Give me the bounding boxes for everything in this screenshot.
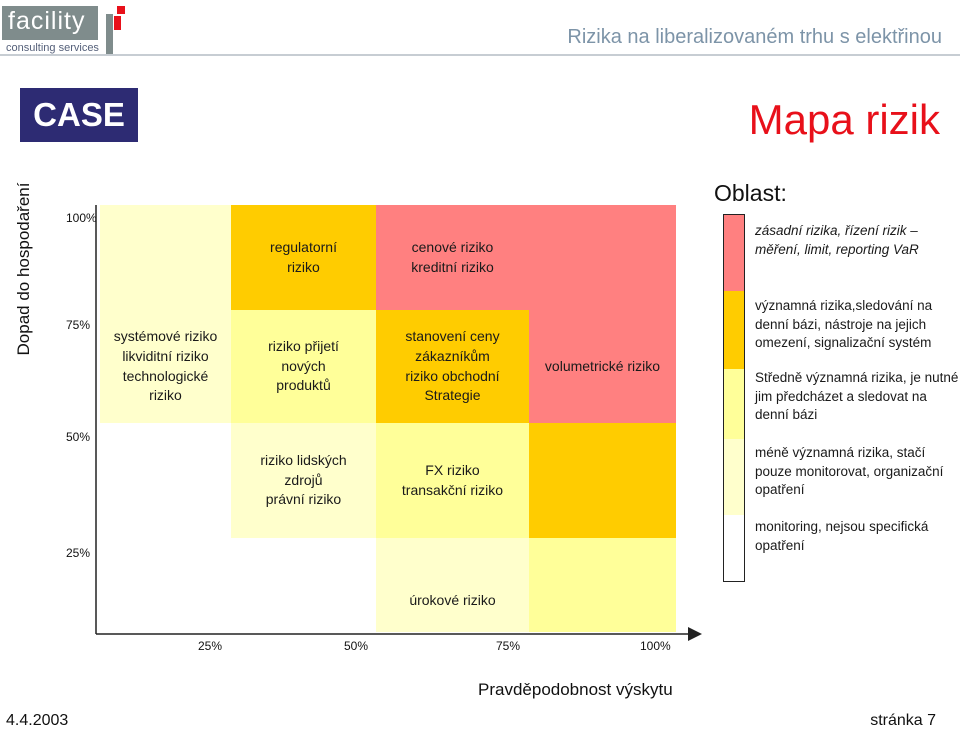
y-tick-75: 75%: [66, 318, 91, 332]
document-title: Rizika na liberalizovaném trhu s elektři…: [567, 26, 942, 48]
logo-box: [2, 6, 98, 40]
footer-page-number: stránka 7: [870, 712, 936, 729]
cell-interest-text: úrokové riziko: [409, 592, 496, 609]
matrix-cell-r4-c4: [529, 538, 676, 632]
matrix-cell-human: riziko lidských zdrojů právní riziko: [231, 423, 376, 538]
legend-text-minor: méně významná rizika, stačí pouze monito…: [755, 445, 944, 498]
matrix-cell-r4-c1: [100, 538, 231, 632]
logo-text: facility: [8, 7, 86, 35]
cell-human-text: riziko lidských zdrojů právní riziko: [260, 452, 347, 508]
y-tick-50: 50%: [66, 430, 91, 444]
legend-swatch-monitoring: [724, 515, 744, 580]
legend-text-severe: zásadní rizika, řízení rizik – měření, l…: [755, 223, 919, 257]
matrix-cell-volumetric: volumetrické riziko: [529, 310, 676, 423]
case-badge: CASE: [20, 88, 138, 142]
footer-date: 4.4.2003: [6, 712, 69, 729]
matrix-cell-r3-c4: [529, 423, 676, 538]
cell-new-products-text: riziko přijetí nových produktů: [268, 338, 339, 394]
logo-mark-icon: [106, 6, 125, 54]
legend-text-monitoring: monitoring, nejsou specifická opatření: [755, 519, 929, 553]
x-tick-75: 75%: [496, 639, 521, 653]
company-logo: facility consulting services: [2, 4, 126, 54]
legend-swatch-minor: [724, 439, 744, 515]
matrix-cell-regulatory: regulatorní riziko: [231, 205, 376, 310]
header-divider: [0, 54, 960, 56]
matrix-cell-r4-c2: [231, 538, 376, 632]
legend-title: Oblast:: [714, 180, 787, 206]
y-tick-25: 25%: [66, 546, 91, 560]
legend-text-significant: významná rizika,sledování na denní bázi,…: [755, 298, 933, 351]
matrix-cell-r1-c4: [529, 205, 676, 310]
matrix-cell-credit: cenové riziko kreditní riziko: [376, 205, 529, 310]
legend-swatch-severe: [724, 215, 744, 291]
x-tick-100: 100%: [640, 639, 671, 653]
cell-fx-text: FX riziko transakční riziko: [401, 461, 504, 498]
cell-credit-text: cenové riziko kreditní riziko: [411, 238, 494, 275]
matrix-cell-interest: úrokové riziko: [376, 538, 529, 632]
cell-systemic-text: systémové riziko likviditní riziko techn…: [113, 328, 218, 404]
cell-volumetric-text: volumetrické riziko: [544, 357, 661, 374]
x-tick-50: 50%: [344, 639, 369, 653]
y-tick-100: 100%: [66, 211, 97, 225]
legend-text-medium: Středně významná rizika, je nutné jim př…: [755, 370, 959, 423]
matrix-cell-r1-c1: [100, 205, 231, 310]
cell-pricing-text: stanovení ceny zákazníkům riziko obchodn…: [405, 328, 500, 404]
matrix-cell-r3-c1: [100, 423, 231, 538]
matrix-cell-systemic: systémové riziko likviditní riziko techn…: [100, 310, 231, 423]
legend-swatch-significant: [724, 291, 744, 369]
x-axis-arrow: [688, 627, 702, 641]
legend-swatch-medium: [724, 369, 744, 439]
slide-title: Mapa rizik: [748, 96, 940, 143]
x-tick-25: 25%: [198, 639, 223, 653]
legend-color-bar: [723, 214, 745, 582]
matrix-cell-new-products: riziko přijetí nových produktů: [231, 310, 376, 423]
matrix-cell-pricing: stanovení ceny zákazníkům riziko obchodn…: [376, 310, 529, 423]
x-axis-label: Pravděpodobnost výskytu: [478, 680, 673, 699]
matrix-cell-fx: FX riziko transakční riziko: [376, 423, 529, 538]
cell-regulatory-text: regulatorní riziko: [270, 238, 337, 275]
logo-subtitle: consulting services: [6, 42, 99, 54]
